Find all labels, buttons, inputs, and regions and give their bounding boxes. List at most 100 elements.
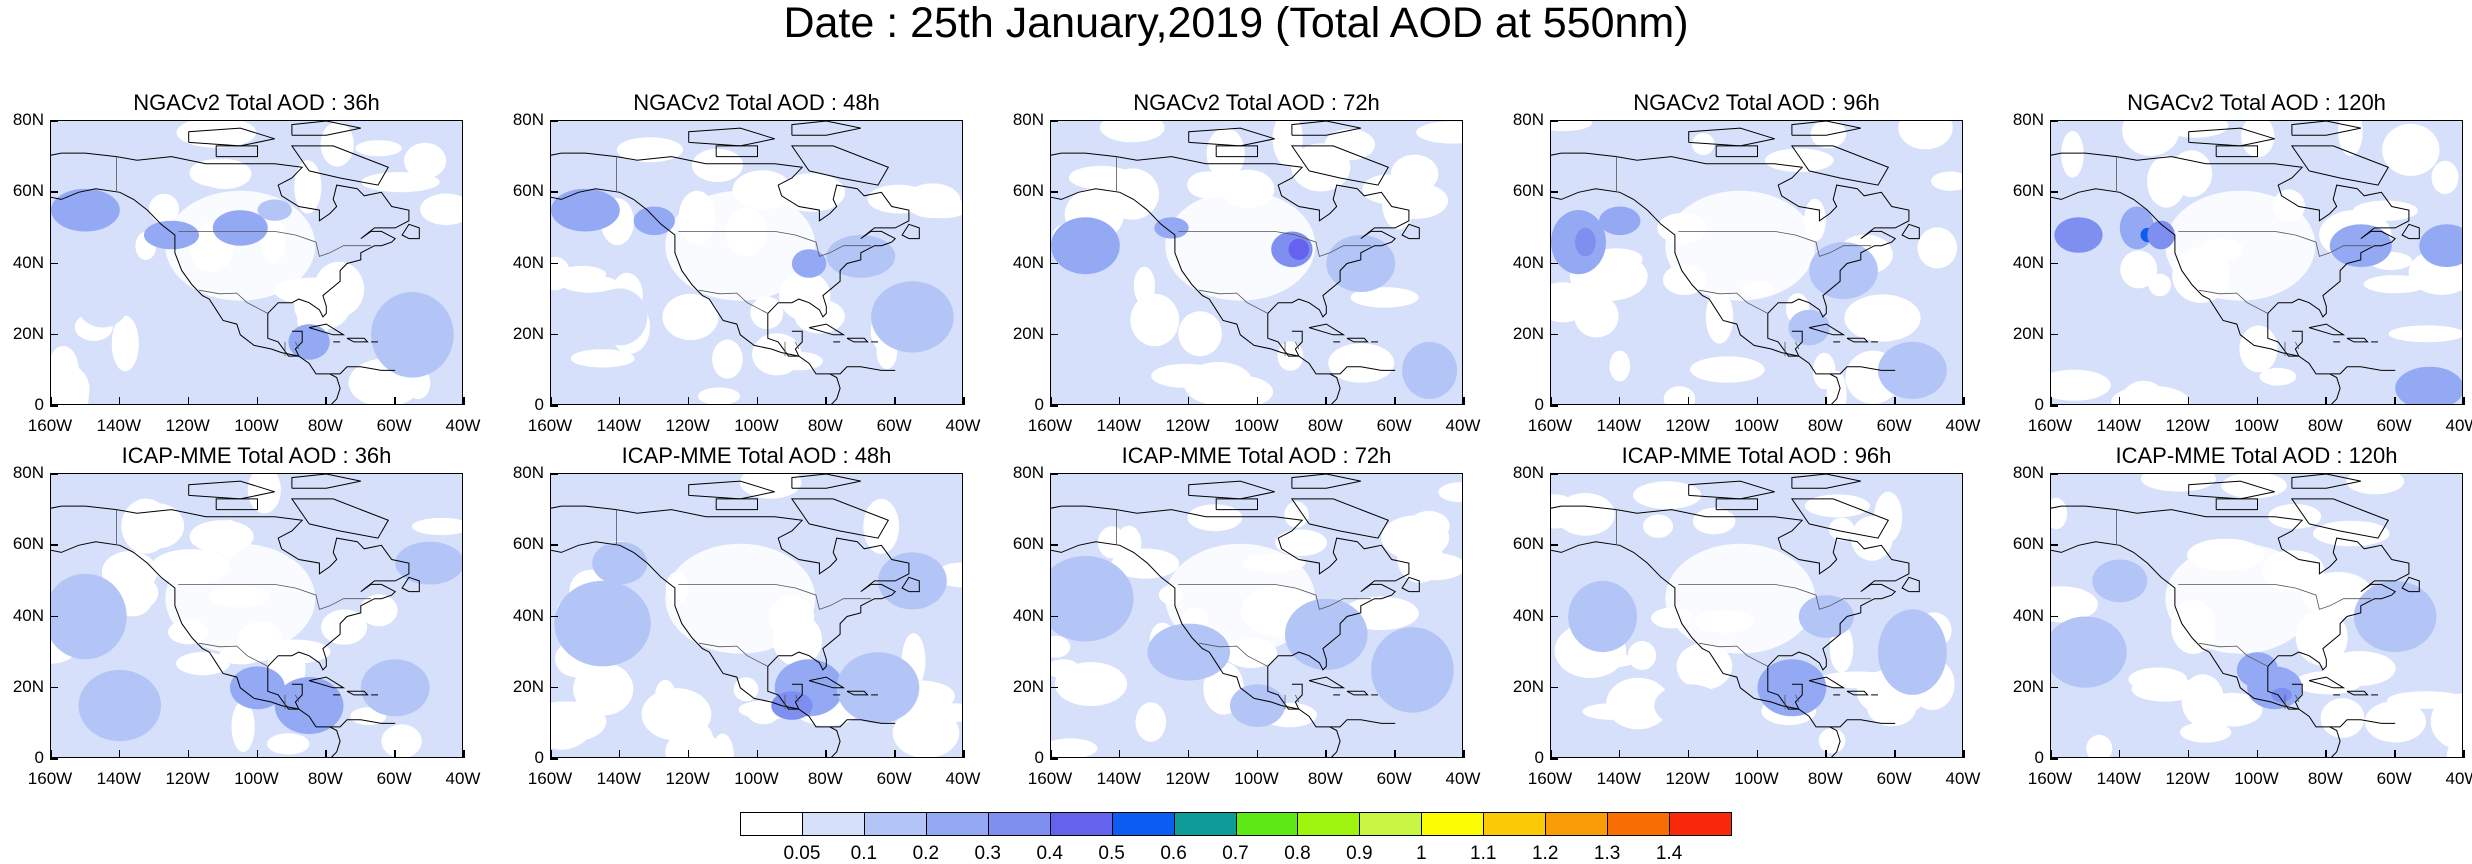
longitude-tick (118, 397, 121, 405)
longitude-label: 120W (665, 416, 710, 435)
aod-map (551, 474, 962, 757)
map-panel: NGACv2 Total AOD : 120h 80N 60N 40N 20N 0 160W… (2010, 90, 2472, 445)
latitude-tick (1550, 405, 1558, 407)
aod-low-patch (1627, 641, 1657, 670)
longitude-label: 120W (1665, 416, 1710, 435)
coastline (1688, 480, 1775, 500)
colorbar-swatch (1049, 812, 1113, 836)
map-panel: ICAP-MME Total AOD : 120h 80N 60N 40N 20N 0 16… (2010, 443, 2472, 798)
coastline (1846, 337, 1869, 343)
longitude-tick (118, 750, 121, 758)
longitude-label: 100W (734, 416, 779, 435)
colorbar-swatch (1421, 812, 1485, 836)
latitude-label: 60N (1512, 534, 1544, 554)
longitude-tick (2050, 397, 2052, 405)
country-border (698, 642, 768, 667)
latitude-tick (550, 758, 558, 760)
coastline (1791, 474, 1861, 489)
longitude-label: 140W (2096, 416, 2142, 435)
longitude-tick (1756, 750, 1758, 758)
latitude-label: 60N (1512, 181, 1544, 201)
coastline (1790, 145, 1890, 186)
aod-plume (1051, 217, 1120, 275)
longitude-tick (1963, 750, 1965, 758)
latitude-tick (50, 262, 58, 264)
latitude-tick (1550, 758, 1558, 760)
latitude-tick (1050, 615, 1058, 617)
coastline (1308, 323, 1346, 336)
aod-low-patch (655, 679, 676, 710)
coastline (291, 474, 361, 489)
map-plot-area (1550, 473, 1963, 758)
aod-map (51, 121, 462, 404)
aod-low-patch (355, 140, 402, 157)
latitude-label: 0 (2034, 395, 2044, 414)
aod-low-patch (321, 609, 368, 645)
longitude-label: 100W (1734, 416, 1779, 435)
aod-low-patch (2061, 130, 2084, 178)
longitude-tick (1687, 397, 1690, 405)
aod-plume (1654, 684, 1724, 727)
aod-low-patch (1324, 129, 1375, 161)
longitude-label: 140W (596, 416, 642, 435)
country-border (2178, 231, 2372, 257)
longitude-label: 140W (96, 769, 142, 788)
aod-low-patch (573, 662, 634, 716)
aod-low-patch (1187, 504, 1243, 532)
aod-low-patch (777, 173, 846, 212)
longitude-label: 60W (1876, 416, 1912, 435)
longitude-label: 80W (1807, 769, 1843, 788)
colorbar-swatch (1297, 812, 1361, 836)
aod-low-patch (1416, 121, 1462, 144)
coastline (829, 366, 896, 375)
longitude-label: 60W (2376, 769, 2412, 788)
latitude-tick (550, 191, 558, 193)
longitude-tick (1894, 750, 1896, 758)
latitude-label: 0 (2034, 748, 2044, 767)
latitude-tick (550, 405, 558, 407)
country-border (178, 231, 372, 257)
longitude-tick (2118, 397, 2121, 405)
longitude-label: 80W (307, 769, 343, 788)
longitude-tick (187, 397, 190, 405)
longitude-tick (2463, 750, 2465, 758)
latitude-label: 80N (512, 463, 544, 482)
map-panel: NGACv2 Total AOD : 96h 80N 60N 40N 20N 0 160W 1… (1510, 90, 1990, 445)
colorbar-label: 1 (1416, 843, 1427, 864)
colorbar-swatch (987, 812, 1051, 836)
aod-low-patch (1765, 148, 1834, 173)
coastline (1291, 474, 1361, 489)
latitude-label: 80N (2012, 463, 2044, 482)
country-border (2198, 642, 2268, 667)
aod-plume (2054, 217, 2103, 253)
longitude-tick (1187, 397, 1190, 405)
latitude-label: 40N (1512, 252, 1544, 272)
latitude-tick (550, 615, 558, 617)
aod-low-patch (360, 594, 398, 627)
longitude-tick (394, 750, 396, 758)
latitude-label: 40N (1012, 605, 1044, 625)
aod-low-patch (1609, 350, 1631, 382)
longitude-label: 160W (27, 769, 73, 788)
aod-low-patch (1555, 493, 1615, 536)
longitude-label: 80W (1307, 769, 1343, 788)
aod-low-patch (2162, 121, 2229, 138)
latitude-label: 40N (1512, 605, 1544, 625)
longitude-tick (1325, 750, 1327, 758)
aod-low-patch (561, 274, 618, 293)
map-plot-area (1050, 120, 1463, 405)
longitude-label: 100W (734, 769, 779, 788)
longitude-tick (463, 397, 465, 405)
longitude-label: 120W (2165, 769, 2210, 788)
aod-low-patch (1178, 311, 1222, 357)
coastline (2346, 337, 2369, 343)
country-border (1698, 642, 1768, 667)
longitude-label: 40W (945, 416, 981, 435)
latitude-label: 40N (512, 605, 544, 625)
aod-low-patch (1130, 293, 1180, 347)
country-border (1295, 694, 1300, 703)
aod-low-patch (420, 193, 462, 226)
coastline (1051, 541, 1341, 757)
latitude-tick (1050, 120, 1058, 122)
aod-plume (554, 580, 651, 667)
